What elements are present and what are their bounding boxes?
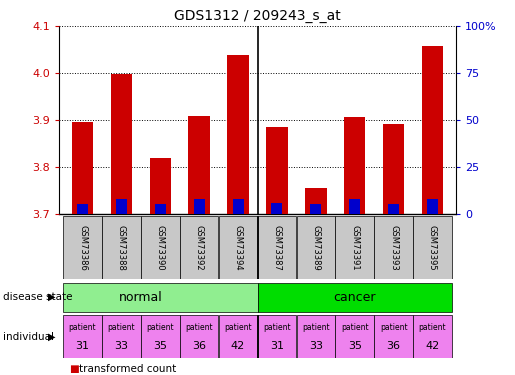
- FancyBboxPatch shape: [258, 315, 296, 358]
- Text: patient: patient: [224, 323, 252, 333]
- Text: patient: patient: [185, 323, 213, 333]
- FancyBboxPatch shape: [297, 216, 335, 279]
- FancyBboxPatch shape: [258, 216, 296, 279]
- FancyBboxPatch shape: [374, 315, 413, 358]
- Bar: [344, 117, 365, 214]
- Text: GSM73389: GSM73389: [311, 225, 320, 270]
- Text: patient: patient: [68, 323, 96, 333]
- Text: patient: patient: [341, 323, 369, 333]
- FancyBboxPatch shape: [219, 315, 258, 358]
- Text: ▶: ▶: [47, 332, 55, 342]
- Bar: [266, 127, 288, 214]
- Bar: [311, 204, 321, 214]
- FancyBboxPatch shape: [180, 216, 218, 279]
- Text: GSM73388: GSM73388: [117, 225, 126, 270]
- FancyBboxPatch shape: [141, 315, 180, 358]
- Text: GSM73392: GSM73392: [195, 225, 204, 270]
- Text: GSM73390: GSM73390: [156, 225, 165, 270]
- FancyBboxPatch shape: [413, 315, 452, 358]
- Bar: [194, 199, 204, 214]
- Text: normal: normal: [119, 291, 163, 304]
- Text: transformed count: transformed count: [79, 364, 176, 374]
- Text: 33: 33: [114, 341, 128, 351]
- Text: cancer: cancer: [333, 291, 376, 304]
- Text: patient: patient: [263, 323, 291, 333]
- Text: GDS1312 / 209243_s_at: GDS1312 / 209243_s_at: [174, 9, 341, 23]
- Text: patient: patient: [108, 323, 135, 333]
- Bar: [388, 204, 399, 214]
- Text: 42: 42: [425, 341, 440, 351]
- Text: 36: 36: [192, 341, 206, 351]
- FancyBboxPatch shape: [63, 315, 102, 358]
- FancyBboxPatch shape: [374, 216, 413, 279]
- Text: 36: 36: [387, 341, 401, 351]
- Bar: [349, 199, 360, 214]
- Text: 31: 31: [76, 341, 90, 351]
- Bar: [188, 116, 210, 214]
- Text: 31: 31: [270, 341, 284, 351]
- Text: GSM73386: GSM73386: [78, 225, 87, 270]
- Text: 35: 35: [348, 341, 362, 351]
- Bar: [116, 199, 127, 214]
- Text: 33: 33: [309, 341, 323, 351]
- Bar: [77, 204, 88, 214]
- FancyBboxPatch shape: [413, 216, 452, 279]
- Text: patient: patient: [302, 323, 330, 333]
- Bar: [155, 204, 166, 214]
- Bar: [111, 74, 132, 214]
- Text: ■: ■: [70, 364, 79, 374]
- Bar: [271, 202, 282, 214]
- Text: individual: individual: [3, 332, 54, 342]
- Text: GSM73393: GSM73393: [389, 225, 398, 270]
- FancyBboxPatch shape: [141, 216, 180, 279]
- Text: GSM73387: GSM73387: [272, 225, 281, 270]
- Text: ▶: ▶: [47, 292, 55, 302]
- Bar: [233, 199, 244, 214]
- Text: disease state: disease state: [3, 292, 72, 302]
- Text: GSM73391: GSM73391: [350, 225, 359, 270]
- FancyBboxPatch shape: [335, 216, 374, 279]
- Text: 35: 35: [153, 341, 167, 351]
- Text: GSM73394: GSM73394: [234, 225, 243, 270]
- Text: patient: patient: [419, 323, 447, 333]
- Bar: [422, 46, 443, 214]
- Bar: [72, 122, 93, 214]
- FancyBboxPatch shape: [258, 282, 452, 312]
- Bar: [383, 124, 404, 214]
- FancyBboxPatch shape: [297, 315, 335, 358]
- Bar: [305, 188, 327, 214]
- FancyBboxPatch shape: [63, 216, 102, 279]
- FancyBboxPatch shape: [335, 315, 374, 358]
- FancyBboxPatch shape: [102, 216, 141, 279]
- Bar: [227, 56, 249, 214]
- FancyBboxPatch shape: [63, 282, 258, 312]
- Text: patient: patient: [380, 323, 407, 333]
- FancyBboxPatch shape: [219, 216, 258, 279]
- Bar: [427, 199, 438, 214]
- Bar: [150, 159, 171, 214]
- Text: GSM73395: GSM73395: [428, 225, 437, 270]
- FancyBboxPatch shape: [102, 315, 141, 358]
- Text: patient: patient: [146, 323, 174, 333]
- Text: 42: 42: [231, 341, 245, 351]
- FancyBboxPatch shape: [180, 315, 218, 358]
